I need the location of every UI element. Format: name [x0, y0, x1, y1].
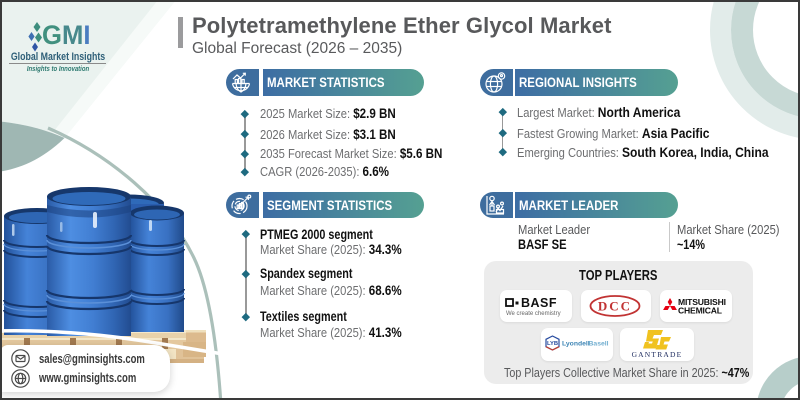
svg-text:GANTRADE: GANTRADE [632, 350, 683, 359]
svg-text:LYB: LYB [547, 341, 558, 347]
svg-text:DCC: DCC [598, 299, 632, 314]
svg-text:Basell: Basell [589, 341, 609, 348]
svg-text:MITSUBISHI: MITSUBISHI [678, 297, 726, 307]
svg-text:Lyondell: Lyondell [562, 341, 590, 348]
svg-text:BASF: BASF [521, 296, 557, 310]
svg-text:We create chemistry: We create chemistry [506, 311, 561, 317]
svg-text:CHEMICAL: CHEMICAL [678, 306, 722, 316]
